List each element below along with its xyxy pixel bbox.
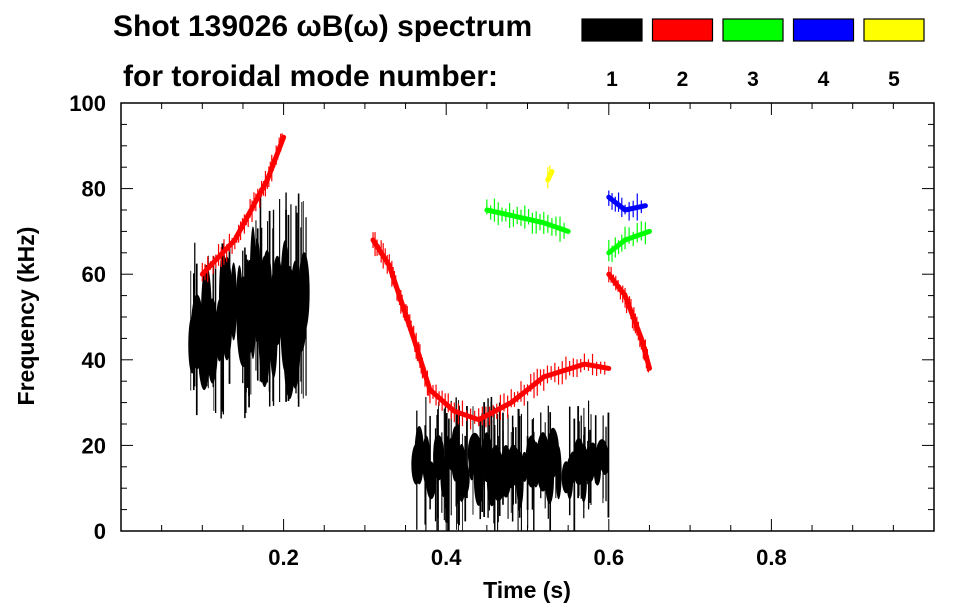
legend-swatch-2 [651,18,714,42]
x-tick-label-1: 0.2 [268,545,299,570]
legend: 1 2 3 4 5 [581,18,925,91]
y-axis-label: Frequency (kHz) [13,227,39,406]
x-tick-label-3: 0.6 [594,545,625,570]
series-1-region-4 [573,407,610,518]
series-1 [188,192,610,531]
y-tick-label-2: 20 [82,433,106,458]
series-1-region-3 [411,396,596,531]
chart-title-line1: Shot 139026 ωB(ω) spectrum [113,10,532,43]
legend-swatch-3 [722,18,784,42]
legend-swatch-5 [863,18,925,42]
legend-label-4: 4 [818,68,830,91]
y-tick-label-3: 40 [82,348,106,373]
series-2 [199,133,652,430]
y-tick-label-6: 100 [69,91,106,116]
legend-label-3: 3 [747,68,759,91]
legend-swatch-1 [581,18,643,42]
x-tick-label-4: 0.8 [756,545,787,570]
region-blob [230,262,237,341]
chart-title-line2: for toroidal mode number: [123,60,498,93]
legend-label-2: 2 [677,68,689,91]
series-3 [484,198,652,263]
series-1-region-1 [188,242,257,419]
region-blob [298,252,310,332]
x-axis-label: Time (s) [483,577,571,603]
axis-ticks: 0.2 0.4 0.6 0.8 0 20 40 60 80 100 [69,91,934,570]
series-1-region-2 [249,192,310,407]
series-4-path-upper [606,194,648,213]
y-tick-label-1: 0 [94,519,106,544]
legend-swatch-4 [792,18,855,42]
x-tick-label-2: 0.4 [431,545,462,570]
series-4 [606,190,648,221]
region-blob [426,461,437,500]
plot-data [188,133,652,531]
legend-label-5: 5 [888,68,900,91]
region-blob [573,459,582,483]
y-tick-label-4: 60 [82,262,106,287]
series-5 [545,165,555,189]
legend-label-1: 1 [606,68,618,91]
y-tick-label-5: 80 [82,177,106,202]
region-blob [555,445,562,500]
region-blob [473,448,484,506]
